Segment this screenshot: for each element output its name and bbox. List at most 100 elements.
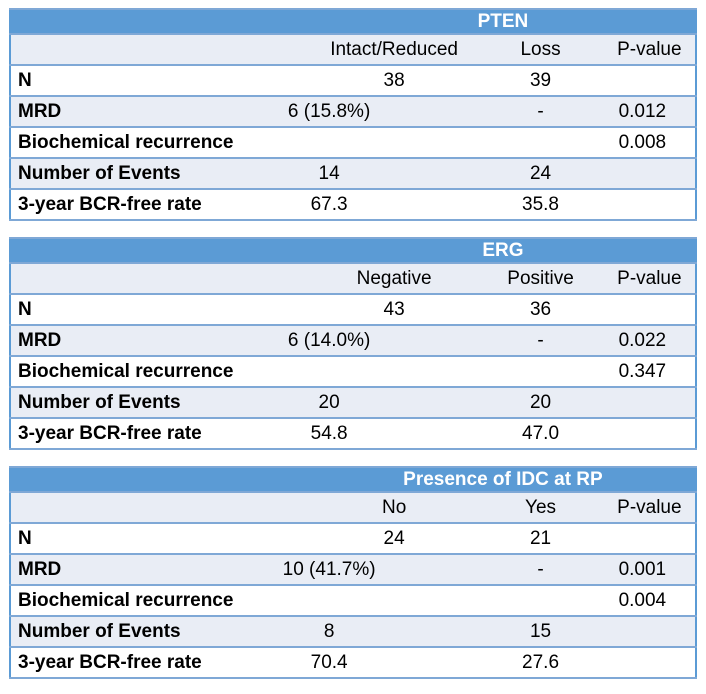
value-text: - [537, 329, 544, 351]
table-title: ERG [310, 237, 696, 264]
row-label: Biochemical recurrence [10, 584, 311, 617]
value-cell: 43 [310, 293, 478, 326]
column-header-pvalue: P-value [603, 33, 696, 66]
table-row: 3-year BCR-free rate 70.4 27.6 [10, 646, 696, 679]
pvalue-cell: 0.012 [603, 95, 696, 128]
pvalue-cell [603, 386, 696, 419]
row-label: Biochemical recurrence [10, 126, 311, 159]
column-header-row: Negative Positive P-value [10, 262, 696, 295]
value-cell: - [477, 324, 604, 357]
table-row: Biochemical recurrence 0.008 [10, 126, 696, 159]
column-header-group2: Loss [477, 33, 604, 66]
column-header-empty [10, 491, 311, 524]
table-row: N 38 39 [10, 64, 696, 97]
value-text: 67.3 [310, 193, 348, 215]
table-row: MRD 10 (41.7%) - 0.001 [10, 553, 696, 586]
pvalue-cell: 0.008 [603, 126, 696, 159]
pvalue-cell [603, 615, 696, 648]
value-text: 24 [383, 527, 405, 549]
value-cell: - [477, 553, 604, 586]
table-header-row: ERG [10, 237, 696, 264]
table-row: Number of Events 20 20 [10, 386, 696, 419]
value-cell: 8 [310, 615, 478, 648]
value-cell [477, 126, 604, 159]
value-cell: 24 [310, 522, 478, 555]
table-row: MRD 6 (14.0%) - 0.022 [10, 324, 696, 357]
pvalue-cell [603, 417, 696, 450]
value-cell [477, 355, 604, 388]
value-cell [310, 355, 478, 388]
row-label: N [10, 64, 311, 97]
value-text: 36 [529, 298, 552, 320]
table-row: Number of Events 14 24 [10, 157, 696, 190]
title-spacer-cell [10, 237, 311, 264]
value-text: 21 [529, 527, 552, 549]
table-row: N 43 36 [10, 293, 696, 326]
value-cell: 54.8 [310, 417, 478, 450]
table-header-row: PTEN [10, 8, 696, 35]
value-cell: 24 [477, 157, 604, 190]
value-text: 39 [529, 69, 552, 91]
pvalue-cell [603, 293, 696, 326]
value-cell: 6 (14.0%) [288, 324, 478, 357]
pten-table: PTEN Intact/Reduced Loss P-value N 38 39… [9, 8, 697, 221]
table-title: Presence of IDC at RP [310, 466, 696, 493]
value-cell: 6 (15.8%) [288, 95, 478, 128]
pvalue-cell: 0.004 [603, 584, 696, 617]
value-cell: - [477, 95, 604, 128]
row-label: MRD [10, 95, 311, 128]
value-text: 38 [383, 69, 405, 91]
row-label: N [10, 293, 311, 326]
title-spacer-cell [10, 466, 311, 493]
value-cell: 20 [477, 386, 604, 419]
title-spacer-cell [10, 8, 311, 35]
column-header-group1: No [310, 491, 478, 524]
value-text: 14 [318, 162, 340, 184]
value-text: 20 [318, 391, 340, 413]
value-cell: 20 [310, 386, 478, 419]
pvalue-cell [603, 157, 696, 190]
column-header-empty [10, 33, 311, 66]
pvalue-cell [603, 64, 696, 97]
value-cell [310, 584, 478, 617]
value-text: 6 (14.0%) [287, 329, 371, 351]
value-cell: 38 [310, 64, 478, 97]
erg-table: ERG Negative Positive P-value N 43 36 MR… [9, 237, 697, 450]
value-text: 70.4 [310, 651, 348, 673]
value-cell [477, 584, 604, 617]
row-label: 3-year BCR-free rate [10, 188, 311, 221]
column-header-group1: Negative [310, 262, 478, 295]
column-header-pvalue: P-value [603, 262, 696, 295]
value-text: 10 (41.7%) [282, 558, 376, 580]
value-cell: 70.4 [310, 646, 478, 679]
pvalue-cell [603, 522, 696, 555]
value-text: 24 [529, 162, 552, 184]
value-cell: 35.8 [477, 188, 604, 221]
table-row: Number of Events 8 15 [10, 615, 696, 648]
idc-table: Presence of IDC at RP No Yes P-value N 2… [9, 466, 697, 679]
value-text: 20 [529, 391, 552, 413]
column-header-group1: Intact/Reduced [310, 33, 478, 66]
row-label: Number of Events [10, 157, 311, 190]
pvalue-cell [603, 188, 696, 221]
row-label: MRD [10, 553, 311, 586]
pvalue-cell: 0.022 [603, 324, 696, 357]
value-text: 54.8 [310, 422, 348, 444]
value-text: 43 [383, 298, 405, 320]
value-text: 15 [529, 620, 552, 642]
row-label: N [10, 522, 311, 555]
pvalue-cell [603, 646, 696, 679]
value-cell: 10 (41.7%) [283, 553, 478, 586]
value-text: 6 (15.8%) [287, 100, 371, 122]
table-row: 3-year BCR-free rate 67.3 35.8 [10, 188, 696, 221]
value-text: 35.8 [522, 193, 559, 215]
column-header-group2: Positive [477, 262, 604, 295]
row-label: Biochemical recurrence [10, 355, 311, 388]
table-row: MRD 6 (15.8%) - 0.012 [10, 95, 696, 128]
value-cell: 27.6 [477, 646, 604, 679]
value-text: 27.6 [522, 651, 560, 673]
column-header-row: Intact/Reduced Loss P-value [10, 33, 696, 66]
value-cell: 39 [477, 64, 604, 97]
column-header-group2: Yes [477, 491, 604, 524]
